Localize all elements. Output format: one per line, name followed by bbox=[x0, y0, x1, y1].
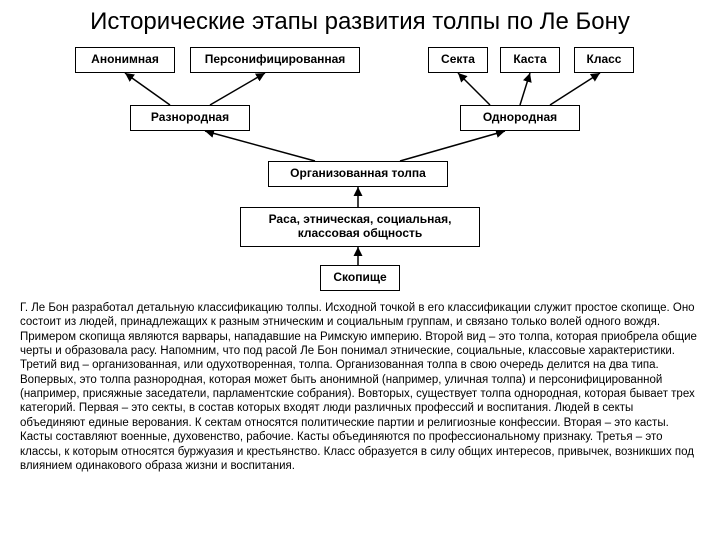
node-pers: Персонифицированная bbox=[190, 47, 360, 73]
classification-diagram: Анонимная Персонифицированная Секта Каста Кл… bbox=[40, 41, 680, 291]
node-homo: Однородная bbox=[460, 105, 580, 131]
node-hetero: Разнородная bbox=[130, 105, 250, 131]
arrow-hetero-pers bbox=[210, 73, 265, 105]
node-crowd: Скопище bbox=[320, 265, 400, 291]
node-sect: Секта bbox=[428, 47, 488, 73]
node-org: Организованная толпа bbox=[268, 161, 448, 187]
arrow-homo-class bbox=[550, 73, 600, 105]
arrow-org-hetero bbox=[205, 131, 315, 161]
description-text: Г. Ле Бон разработал детальную классифик… bbox=[20, 301, 700, 474]
node-race: Раса, этническая, социальная, классовая … bbox=[240, 207, 480, 247]
arrow-homo-sect bbox=[458, 73, 490, 105]
slide-title: Исторические этапы развития толпы по Ле … bbox=[20, 8, 700, 37]
node-class: Класс bbox=[574, 47, 634, 73]
node-caste: Каста bbox=[500, 47, 560, 73]
arrow-org-homo bbox=[400, 131, 505, 161]
node-anon: Анонимная bbox=[75, 47, 175, 73]
arrow-hetero-anon bbox=[125, 73, 170, 105]
arrow-homo-caste bbox=[520, 73, 530, 105]
